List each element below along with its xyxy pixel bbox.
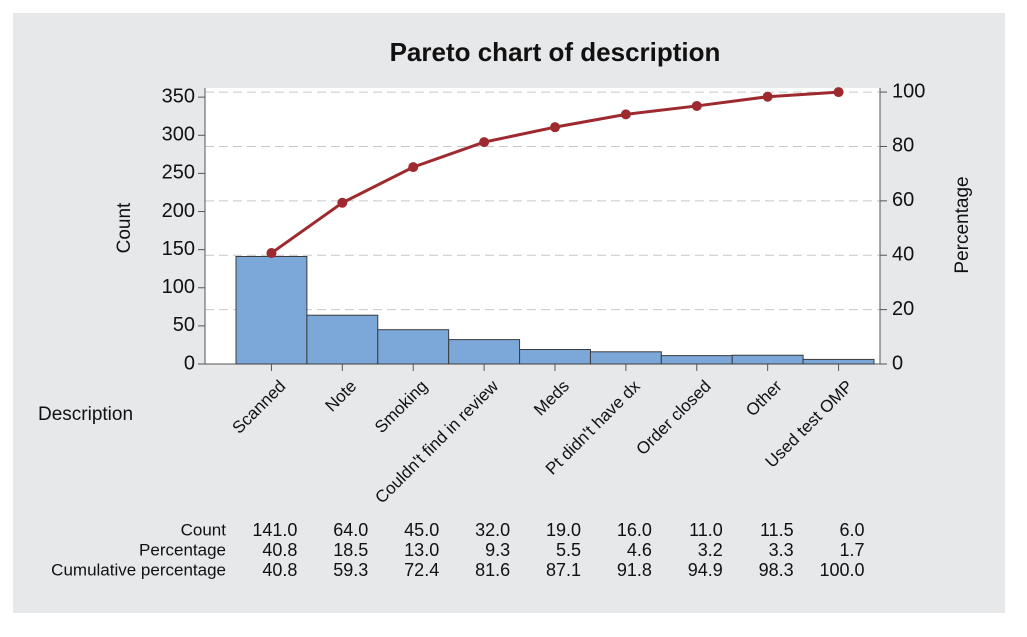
bar [377,329,450,365]
bar [802,358,875,365]
table-cell: 4.6 [627,540,652,560]
y-tick-label: 0 [184,352,195,374]
table-cell: 16.0 [617,520,652,540]
y-tick-label: 50 [173,314,195,336]
table-cell: 40.8 [262,540,297,560]
y-tick-label: 100 [162,276,195,298]
x-axis-label: Description [38,404,133,425]
y2-tick-label: 100 [892,80,925,102]
y-axis-label: Count [114,202,135,253]
bar [589,351,662,365]
line-point [266,248,277,259]
y2-tick-label: 0 [892,352,903,374]
table-cell: 64.0 [333,520,368,540]
y2-tick-label: 60 [892,189,914,211]
bar [235,255,308,365]
table-cell: 3.2 [698,540,723,560]
table-cell: 18.5 [333,540,368,560]
line-point [691,100,702,111]
table-cell: 19.0 [546,520,581,540]
y-tick-label: 150 [162,238,195,260]
bar [519,349,591,365]
table-cell: 13.0 [404,540,439,560]
table-cell: 9.3 [485,540,510,560]
table-cell: 100.0 [820,560,865,580]
table-cell: 1.7 [840,540,865,560]
table-cell: 81.6 [475,560,510,580]
table-cell: 91.8 [617,560,652,580]
table-row-label: Cumulative percentage [51,560,226,579]
table-cell: 98.3 [759,560,794,580]
bar [660,355,733,365]
line-point [479,137,490,148]
y2-tick-label: 40 [892,244,914,266]
y-tick-label: 350 [162,85,195,107]
table-cell: 94.9 [688,560,723,580]
table-cell: 141.0 [252,520,297,540]
table-cell: 5.5 [556,540,581,560]
y2-axis-label: Percentage [952,176,973,273]
table-cell: 11.5 [760,520,794,540]
line-point [833,87,844,98]
y-tick-label: 250 [162,162,195,184]
bar [306,314,379,365]
table-cell: 72.4 [404,560,439,580]
line-point [337,197,348,208]
line-point [408,162,419,173]
line-point [762,91,773,102]
table-cell: 11.0 [689,520,723,540]
table-cell: 6.0 [840,520,865,540]
line-point [620,109,631,120]
line-point [550,122,560,133]
y2-tick-label: 20 [892,298,914,320]
table-row-label: Percentage [139,540,226,559]
table-cell: 40.8 [262,560,297,580]
table-cell: 32.0 [475,520,510,540]
table-cell: 87.1 [546,560,581,580]
table-cell: 59.3 [333,560,368,580]
y-tick-label: 200 [162,200,195,222]
y2-tick-label: 80 [892,135,914,157]
y-tick-label: 300 [162,124,195,146]
table-row-label: Count [181,520,227,539]
table-cell: 3.3 [769,540,794,560]
bar [731,354,804,365]
table-cell: 45.0 [404,520,439,540]
chart-title: Pareto chart of description [390,37,721,67]
bar [448,339,521,365]
